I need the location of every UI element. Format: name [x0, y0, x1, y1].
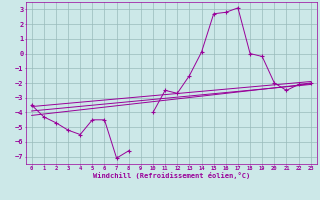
X-axis label: Windchill (Refroidissement éolien,°C): Windchill (Refroidissement éolien,°C)	[92, 172, 250, 179]
